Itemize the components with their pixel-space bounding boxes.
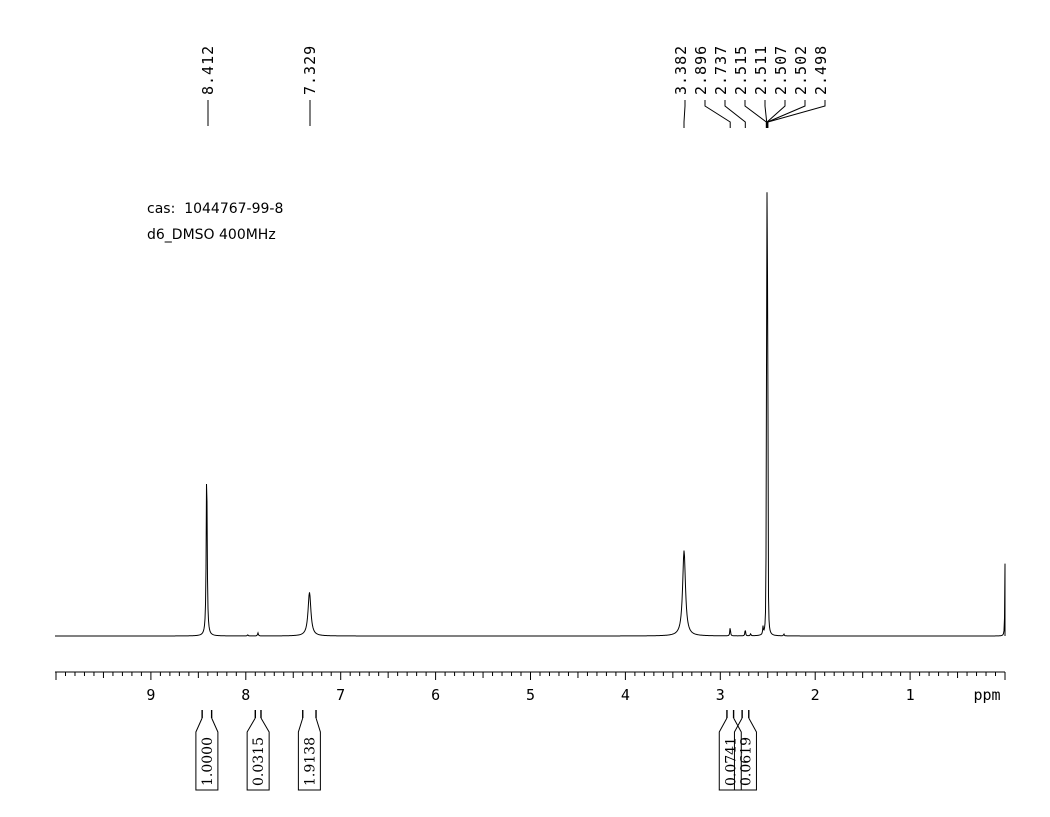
peak-label-text: 2.507 [772,45,790,95]
peak-label-connector [724,100,746,128]
x-tick-label: 3 [716,686,725,704]
integral-box [246,717,270,791]
solvent-frequency-label: d6_DMSO 400MHz [147,227,276,243]
peak-label-text: 2.502 [792,45,810,95]
peak-label-text: 7.329 [301,45,319,95]
peak-label-text: 3.382 [672,45,690,95]
x-tick-label: 6 [431,686,440,704]
integrals: 1.0000 0.0315 1.9138 0.0741 0.0619 [195,710,757,791]
integral-value-label: 1.9138 [302,737,318,786]
x-tick-label: 9 [146,686,155,704]
peak-label-text: 2.515 [732,45,750,95]
integral-value-label: 0.0315 [251,737,267,786]
integral-box [195,717,219,791]
x-tick-label: 4 [621,686,630,704]
integral-box [718,717,742,791]
peak-label-connector [744,100,767,128]
peak-labels: 8.412 7.329 3.382 2.896 2.737 2.515 2.511 2.507… [199,45,830,128]
peak-label-connector [767,100,806,128]
peak-label-text: 2.498 [812,45,830,95]
x-tick-label: 8 [241,686,250,704]
x-tick-label: 7 [336,686,345,704]
cas-number-label: cas: 1044767-99-8 [147,201,284,217]
x-axis: 9 8 7 6 5 4 3 2 1 ppm [55,671,1006,704]
peak-label-connector [704,100,731,128]
peak-label-connector [683,100,686,128]
integral-box [733,717,757,791]
x-tick-label: 2 [811,686,820,704]
peak-label-connector [767,100,826,128]
x-axis-unit-label: ppm [973,686,1000,704]
peak-label-text: 2.511 [752,45,770,95]
peak-label-text: 8.412 [199,45,217,95]
integral-value-label: 1.0000 [200,737,216,786]
x-tick-label: 1 [906,686,915,704]
peak-label-text: 2.896 [692,45,710,95]
peak-label-connector [766,100,786,128]
spectrum-trace [55,192,1006,637]
integral-box [297,717,321,791]
peak-label-text: 2.737 [712,45,730,95]
integral-value-label: 0.0741 [723,737,739,786]
x-tick-label: 5 [526,686,535,704]
spectrum-line [55,192,1006,637]
integral-value-label: 0.0619 [738,737,754,786]
